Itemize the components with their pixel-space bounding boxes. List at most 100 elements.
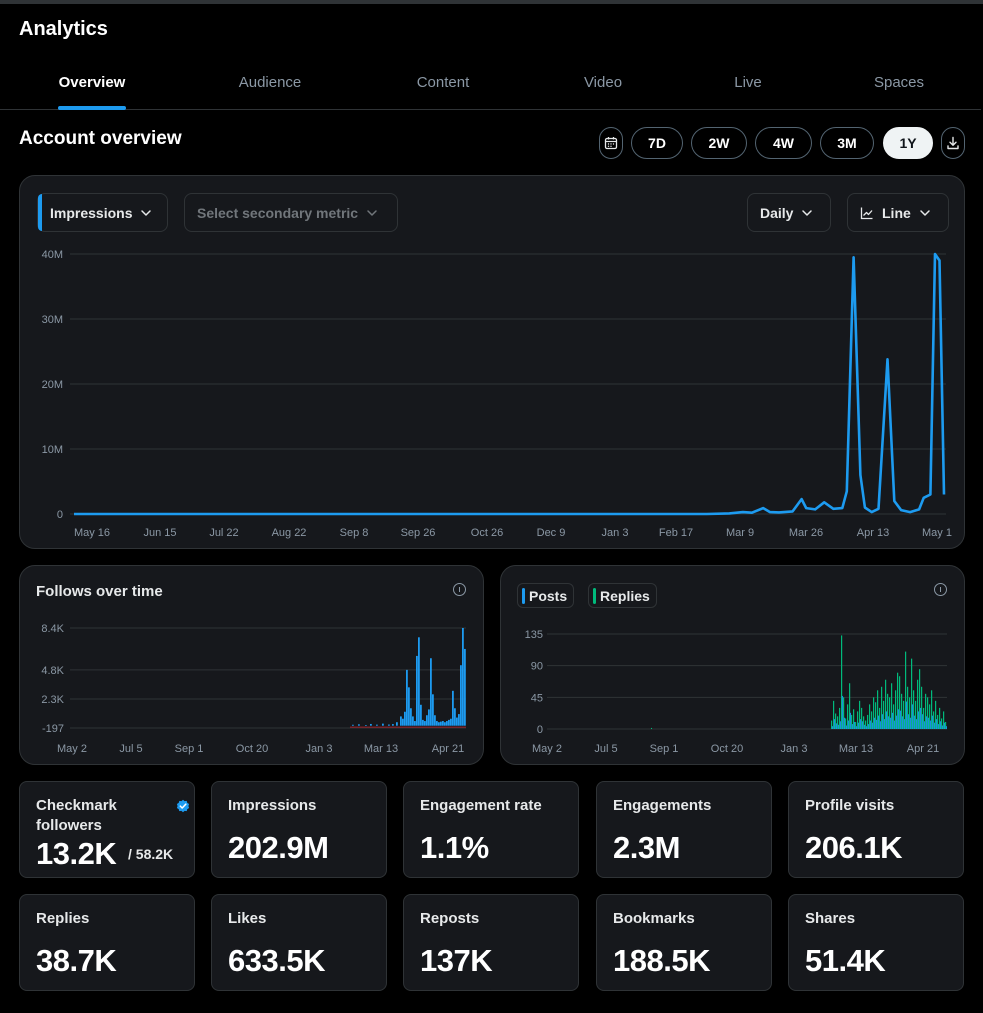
posts-bar: [877, 715, 879, 729]
x-tick-label: Mar 9: [726, 527, 754, 539]
download-icon: [947, 136, 959, 150]
replies-bar: [901, 693, 903, 729]
posts-bar: [911, 704, 913, 729]
range-2w-button[interactable]: 2W: [691, 127, 747, 159]
posts-bar: [923, 721, 925, 729]
replies-bar: [849, 683, 851, 729]
posts-bar: [859, 719, 861, 729]
replies-bar: [891, 683, 893, 729]
tab-live[interactable]: Live: [734, 74, 762, 91]
posts-bar: [927, 717, 929, 729]
stat-card-bookmarks: Bookmarks 188.5K: [596, 894, 772, 991]
replies-bar: [919, 669, 921, 729]
stat-label: Likes: [228, 910, 267, 927]
posts-bar: [925, 716, 927, 729]
replies-bar: [875, 702, 877, 729]
follows-bar: [382, 723, 384, 726]
legend-replies-label: Replies: [600, 587, 650, 604]
window-top-border: [0, 0, 983, 4]
replies-bar: [893, 704, 895, 729]
replies-bar: [929, 704, 931, 729]
tab-spaces[interactable]: Spaces: [873, 74, 925, 91]
tab-audience[interactable]: Audience: [238, 74, 302, 91]
x-tick-label: Oct 20: [236, 743, 268, 755]
verified-badge-icon: [176, 799, 190, 813]
replies-bar: [883, 700, 885, 729]
y-tick-label: 8.4K: [41, 623, 64, 635]
calendar-button[interactable]: [599, 127, 623, 159]
posts-swatch: [522, 587, 525, 604]
stat-value: 38.7K: [36, 943, 117, 978]
follows-bar: [438, 722, 440, 726]
tab-content[interactable]: Content: [416, 74, 470, 91]
legend-posts-toggle[interactable]: Posts: [517, 583, 575, 608]
replies-bar: [943, 711, 945, 729]
replies-bar: [939, 707, 941, 729]
posts-bar: [887, 716, 889, 729]
granularity-dropdown[interactable]: Daily: [747, 193, 831, 232]
follows-bar: [446, 721, 448, 726]
info-icon[interactable]: [453, 583, 466, 596]
tab-video[interactable]: Video: [583, 74, 623, 91]
replies-bar: [835, 713, 837, 729]
follows-bar: [358, 724, 360, 726]
legend-replies-toggle[interactable]: Replies: [588, 583, 657, 608]
tab-overview[interactable]: Overview: [58, 74, 126, 91]
posts-bar: [863, 724, 865, 729]
posts-bar: [837, 724, 839, 729]
chart-type-dropdown[interactable]: Line: [847, 193, 949, 232]
posts-bar: [855, 726, 857, 729]
download-button[interactable]: [941, 127, 965, 159]
follows-bar: [458, 714, 460, 726]
follows-bar: [436, 721, 438, 726]
y-tick-label: 40M: [42, 249, 63, 261]
stat-label: Bookmarks: [613, 910, 695, 927]
metric-color-bar: [38, 194, 42, 231]
replies-bar: [903, 700, 905, 729]
replies-bar: [861, 707, 863, 729]
x-tick-label: Mar 26: [789, 527, 823, 539]
posts-bar: [929, 720, 931, 729]
stat-card-profile-visits: Profile visits 206.1K: [788, 781, 964, 878]
replies-bar: [857, 711, 859, 729]
y-tick-label: 4.8K: [41, 665, 64, 677]
posts-bar: [845, 725, 847, 729]
posts-bar: [879, 721, 881, 729]
replies-bar: [651, 727, 652, 729]
posts-bar: [937, 724, 939, 729]
replies-bar: [871, 711, 873, 729]
y-tick-label: 0: [537, 724, 543, 736]
replies-bar: [869, 704, 871, 729]
stat-card-engagement-rate: Engagement rate 1.1%: [403, 781, 579, 878]
secondary-metric-dropdown[interactable]: Select secondary metric: [184, 193, 398, 232]
tab-bar: Overview Audience Content Video Live Spa…: [0, 64, 981, 110]
replies-swatch: [593, 587, 596, 604]
primary-metric-dropdown[interactable]: Impressions: [37, 193, 168, 232]
range-4w-button[interactable]: 4W: [755, 127, 812, 159]
stat-label: Reposts: [420, 910, 480, 927]
posts-bar: [913, 715, 915, 729]
x-tick-label: Jan 3: [306, 743, 333, 755]
follows-bar: [370, 723, 372, 726]
range-7d-button[interactable]: 7D: [631, 127, 683, 159]
info-icon[interactable]: [934, 583, 947, 596]
posts-bar: [931, 715, 933, 729]
posts-bar: [897, 709, 899, 729]
follows-bar: [414, 721, 416, 726]
range-3m-button[interactable]: 3M: [820, 127, 874, 159]
x-tick-label: Jul 5: [119, 743, 142, 755]
stat-label: Profile visits: [805, 797, 895, 814]
replies-bar: [905, 651, 907, 729]
posts-bar: [893, 720, 895, 729]
posts-bar: [857, 722, 859, 729]
posts-replies-bar-chart: 0 45 90 135 May 2 Jul 5 Sep 1 Oct 20 Jan 3 Mar 13…: [525, 629, 947, 755]
follows-bar: [412, 716, 414, 726]
x-tick-label: May 1: [922, 527, 952, 539]
x-tick-label: May 2: [532, 743, 562, 755]
replies-bar: [941, 718, 943, 729]
range-1y-button[interactable]: 1Y: [883, 127, 933, 159]
impressions-line-chart: 0 10M 20M 30M 40M May 16 Jun 15 Jul 22 Aug 22 Sep…: [42, 249, 952, 539]
y-tick-label: 0: [57, 509, 63, 521]
x-tick-label: Jul 22: [209, 527, 238, 539]
follows-bar: [420, 704, 422, 726]
